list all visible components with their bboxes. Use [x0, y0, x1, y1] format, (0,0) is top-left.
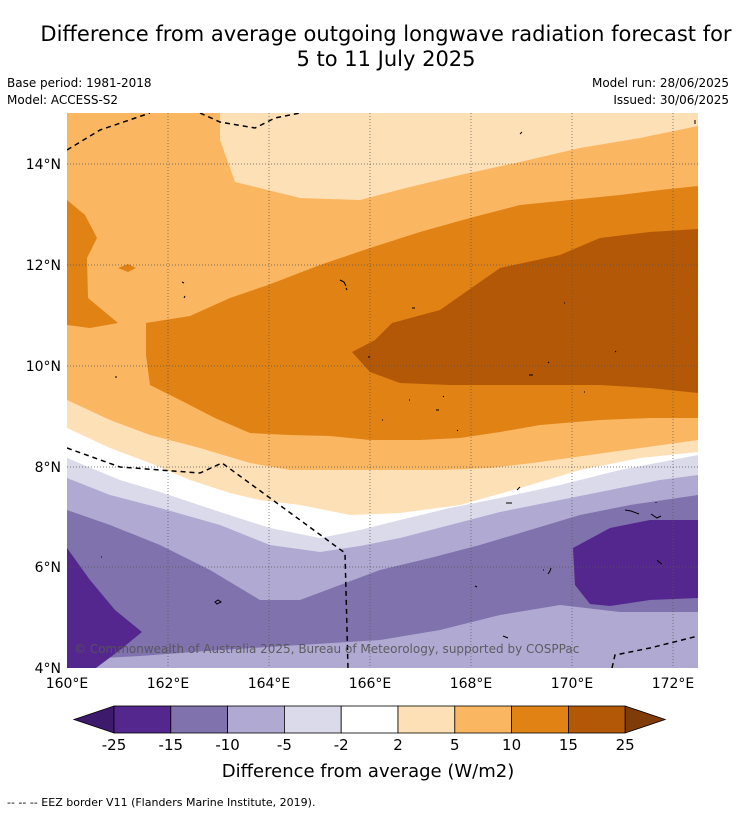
colorbar-tick-label: 15 — [559, 736, 578, 754]
band-10-to-15-west — [67, 200, 118, 328]
lon-label: 170°E — [551, 676, 594, 692]
colorbar-segment — [170, 705, 229, 734]
band-minus-15-to-minus-25-west — [67, 548, 142, 668]
meta-right: Model run: 28/06/2025 Issued: 30/06/2025 — [592, 75, 729, 109]
title-line-2: 5 to 11 July 2025 — [296, 47, 476, 71]
lon-label: 172°E — [652, 676, 695, 692]
lat-label: 8°N — [35, 460, 61, 476]
colorbar-segment — [568, 705, 626, 734]
band-minus-10-to-minus-15-lower — [67, 605, 698, 668]
lon-label: 164°E — [248, 676, 291, 692]
colorbar: -25 -15 -10 -5 -2 2 5 10 15 25 — [72, 705, 667, 754]
colorbar-segment — [113, 705, 172, 734]
colorbar-tick-label: -10 — [215, 736, 240, 754]
model-name: Model: ACCESS-S2 — [7, 93, 119, 107]
colorbar-segment — [454, 705, 512, 734]
base-period: Base period: 1981-2018 — [7, 76, 152, 90]
lon-label: 166°E — [349, 676, 392, 692]
colorbar-segment — [340, 705, 399, 734]
title-line-1: Difference from average outgoing longwav… — [40, 22, 732, 46]
longitude-labels: 160°E 162°E 164°E 166°E 168°E 170°E 172°… — [46, 676, 695, 692]
eez-footnote: -- -- -- EEZ border V11 (Flanders Marine… — [7, 796, 316, 809]
meta-left: Base period: 1981-2018 Model: ACCESS-S2 — [7, 75, 152, 109]
graticule — [67, 113, 698, 668]
colorbar-tick-label: 5 — [450, 736, 460, 754]
colorbar-tick-label: -5 — [277, 736, 292, 754]
colorbar-tick-label: -15 — [159, 736, 184, 754]
colorbar-extend-min — [72, 705, 115, 734]
colorbar-segment — [227, 705, 285, 734]
colorbar-tick-label: 2 — [393, 736, 403, 754]
colorbar-tick-label: 25 — [616, 736, 635, 754]
colorbar-tick-label: -25 — [102, 736, 127, 754]
colorbar-segment — [397, 705, 456, 734]
lat-label: 10°N — [26, 359, 61, 375]
colorbar-extend-max — [624, 705, 667, 734]
model-run: Model run: 28/06/2025 — [591, 76, 729, 90]
lon-label: 168°E — [450, 676, 493, 692]
colorbar-segment — [511, 705, 569, 734]
islands — [101, 120, 696, 639]
band-10-to-15-islet — [118, 264, 136, 272]
colorbar-segment — [283, 705, 342, 734]
colorbar-tick-label: -2 — [334, 736, 349, 754]
lat-label: 14°N — [26, 157, 61, 173]
band-15-to-25 — [352, 229, 698, 393]
copyright-text: © Commonwealth of Australia 2025, Bureau… — [74, 642, 579, 656]
band-minus-15-to-minus-25-east — [573, 520, 698, 606]
latitude-labels: 14°N 12°N 10°N 8°N 6°N 4°N — [26, 157, 61, 677]
eez-border — [67, 113, 698, 668]
map-title: Difference from average outgoing longwav… — [0, 22, 736, 72]
lat-label: 12°N — [26, 258, 61, 274]
lon-label: 160°E — [46, 676, 89, 692]
lat-label: 6°N — [35, 560, 61, 576]
lat-label: 4°N — [35, 661, 61, 677]
forecast-map-area: © Commonwealth of Australia 2025, Bureau… — [67, 113, 698, 668]
lon-label: 162°E — [147, 676, 190, 692]
issued-date: Issued: 30/06/2025 — [613, 93, 729, 107]
colorbar-title: Difference from average (W/m2) — [221, 761, 515, 782]
colorbar-tick-label: 10 — [502, 736, 521, 754]
